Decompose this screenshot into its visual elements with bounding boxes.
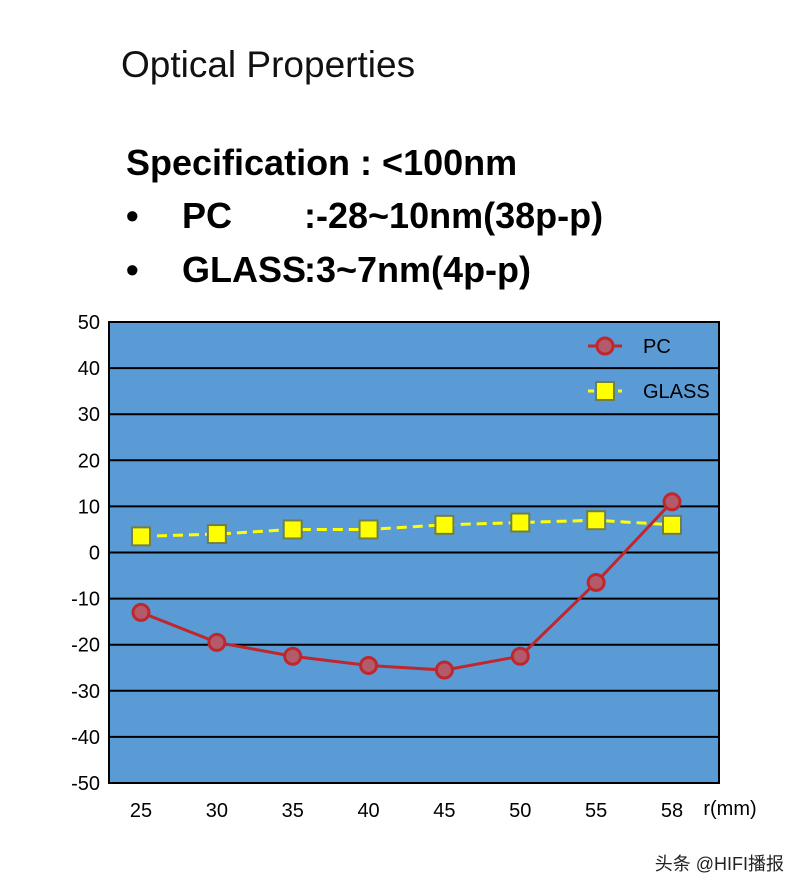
- legend-marker-pc: [595, 336, 615, 356]
- data-point-glass: [131, 526, 151, 547]
- x-tick-label: 30: [206, 800, 228, 822]
- y-tick-label: -30: [71, 681, 100, 703]
- y-tick-label: 0: [89, 543, 100, 565]
- series-line-glass: [140, 518, 673, 538]
- spec-item-name: GLASS: [182, 249, 307, 290]
- y-tick-label: -20: [71, 635, 100, 657]
- spec-item-value: :-28~10nm(38p-p): [304, 195, 604, 236]
- x-tick-label: 50: [509, 800, 531, 822]
- data-point-pc: [586, 572, 606, 592]
- x-tick-label: 58: [661, 800, 683, 822]
- spec-item-value: :3~7nm(4p-p): [304, 249, 532, 290]
- series-line-pc: [140, 500, 674, 672]
- bullet-icon: •: [126, 195, 139, 236]
- data-point-glass: [358, 519, 379, 540]
- y-tick-label: 20: [78, 450, 100, 472]
- data-point-glass: [206, 524, 227, 545]
- data-point-glass: [434, 514, 455, 535]
- y-tick-label: 50: [78, 312, 100, 334]
- data-point-pc: [131, 602, 151, 622]
- data-point-pc: [434, 660, 454, 680]
- y-tick-label: 40: [78, 358, 100, 380]
- data-point-glass: [662, 514, 682, 535]
- x-tick-label: 45: [433, 800, 455, 822]
- data-point-pc: [359, 655, 379, 675]
- data-point-glass: [282, 519, 303, 540]
- y-tick-label: -50: [71, 773, 100, 795]
- x-tick-label: 55: [585, 800, 607, 822]
- x-tick-label: 35: [282, 800, 304, 822]
- x-axis-label: r(mm): [703, 798, 756, 820]
- data-point-pc: [510, 646, 530, 666]
- legend-label-pc: PC: [643, 336, 671, 358]
- data-point-glass: [510, 512, 531, 533]
- legend-marker-glass: [595, 381, 615, 401]
- spec-item-name: PC: [182, 195, 233, 236]
- watermark: 头条 @HIFI播报: [654, 854, 784, 874]
- y-tick-label: 30: [78, 404, 100, 426]
- specification-heading: Specification : <100nm: [126, 142, 518, 183]
- y-tick-label: 10: [78, 496, 100, 518]
- bullet-icon: •: [126, 249, 139, 290]
- x-tick-label: 40: [357, 800, 379, 822]
- data-point-glass: [586, 510, 607, 531]
- legend-label-glass: GLASS: [643, 381, 710, 403]
- data-point-pc: [207, 632, 227, 652]
- x-tick-label: 25: [130, 800, 152, 822]
- page-title: Optical Properties: [121, 44, 416, 85]
- y-tick-label: -10: [71, 589, 100, 611]
- data-point-pc: [283, 646, 303, 666]
- data-point-pc: [662, 492, 682, 512]
- y-tick-label: -40: [71, 727, 100, 749]
